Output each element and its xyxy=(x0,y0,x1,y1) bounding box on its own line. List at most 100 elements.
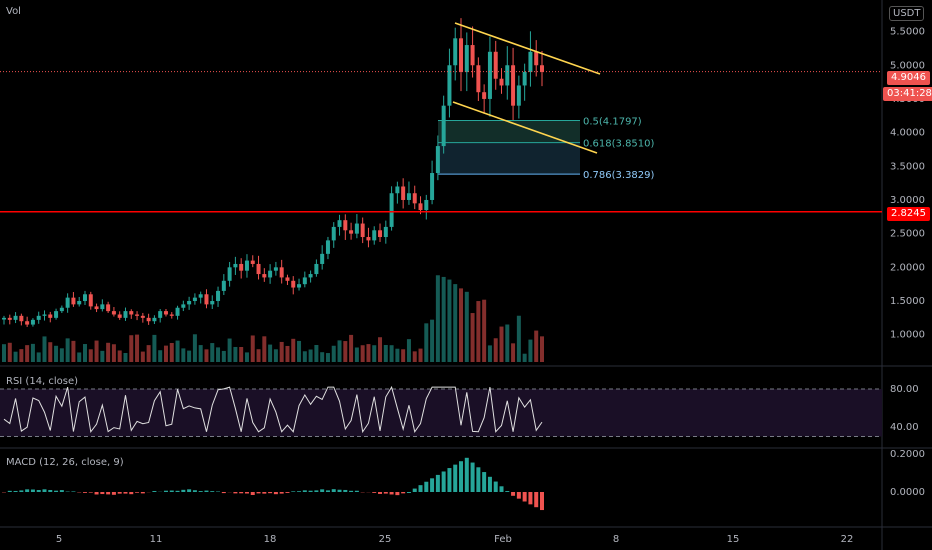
candle-body xyxy=(487,51,492,99)
macd-histogram-bar xyxy=(54,490,59,492)
macd-histogram-bar xyxy=(129,492,134,495)
candle-body xyxy=(505,65,510,86)
candle-body xyxy=(187,301,192,305)
rsi-tick-label: 40.00 xyxy=(890,422,919,433)
macd-histogram-bar xyxy=(401,492,406,494)
macd-histogram-bar xyxy=(499,486,504,492)
volume-bar xyxy=(88,349,93,362)
candle-body xyxy=(117,314,122,318)
volume-bar xyxy=(129,335,134,362)
volume-label: Vol xyxy=(6,6,21,17)
volume-bar xyxy=(360,345,365,362)
candle-body xyxy=(262,274,267,278)
candle-body xyxy=(308,274,313,278)
macd-histogram-bar xyxy=(175,490,180,492)
candle-body xyxy=(30,319,35,325)
macd-histogram-bar xyxy=(389,492,394,495)
countdown-tag: 03:41:28 xyxy=(883,87,932,101)
volume-bar xyxy=(511,343,516,362)
volume-bar xyxy=(441,276,446,362)
volume-bar xyxy=(192,334,197,362)
macd-histogram-bar xyxy=(395,492,400,496)
volume-bar xyxy=(198,345,203,362)
macd-histogram-bar xyxy=(505,491,510,492)
candle-body xyxy=(221,280,226,291)
volume-bar xyxy=(389,345,394,362)
candle-body xyxy=(493,51,498,79)
macd-histogram-bar xyxy=(325,490,330,492)
candle-body xyxy=(135,314,140,316)
candle-body xyxy=(227,267,232,281)
macd-histogram-bar xyxy=(297,491,302,492)
volume-bar xyxy=(337,340,342,362)
candle-body xyxy=(244,260,249,271)
macd-histogram-bar xyxy=(482,472,487,492)
macd-histogram-bar xyxy=(13,490,18,492)
macd-histogram-bar xyxy=(198,491,203,492)
volume-bar xyxy=(152,334,157,362)
candle-body xyxy=(366,237,371,241)
macd-histogram-bar xyxy=(453,464,458,492)
macd-histogram-bar xyxy=(187,489,192,492)
macd-histogram-bar xyxy=(331,489,336,492)
macd-histogram-bar xyxy=(244,492,249,494)
volume-bar xyxy=(349,334,354,362)
macd-histogram-bar xyxy=(418,485,423,492)
candle-body xyxy=(25,321,30,325)
candle-body xyxy=(389,193,394,227)
volume-bar xyxy=(447,279,452,362)
macd-histogram-bar xyxy=(140,492,145,494)
macd-histogram-bar xyxy=(528,492,533,505)
candle-body xyxy=(447,65,452,106)
volume-bar xyxy=(325,353,330,362)
volume-bar xyxy=(464,291,469,362)
volume-bar xyxy=(256,349,261,362)
macd-histogram-bar xyxy=(192,490,197,492)
volume-bar xyxy=(308,349,313,362)
macd-histogram-bar xyxy=(447,468,452,492)
macd-histogram-bar xyxy=(152,491,157,492)
time-tick-label: 22 xyxy=(841,534,854,545)
macd-histogram-bar xyxy=(48,489,53,492)
volume-bar xyxy=(482,299,487,362)
candle-body xyxy=(331,226,336,241)
macd-histogram-bar xyxy=(262,492,267,494)
price-tick-label: 3.5000 xyxy=(890,161,925,172)
candle-body xyxy=(395,186,400,194)
candle-body xyxy=(360,223,365,238)
macd-histogram-bar xyxy=(36,489,41,492)
candle-body xyxy=(325,240,330,254)
volume-bar xyxy=(406,339,411,362)
macd-histogram-bar xyxy=(516,492,521,499)
macd-histogram-bar xyxy=(540,492,544,511)
candle-body xyxy=(192,297,197,302)
volume-bar xyxy=(343,341,348,362)
price-tick-label: 1.5000 xyxy=(890,296,925,307)
volume-bar xyxy=(476,301,481,362)
volume-bar xyxy=(516,315,521,362)
volume-bar xyxy=(216,347,221,362)
volume-bar xyxy=(210,343,215,362)
currency-badge[interactable]: USDT xyxy=(889,6,925,21)
volume-bar xyxy=(140,351,145,362)
macd-histogram-bar xyxy=(268,492,273,494)
macd-histogram-bar xyxy=(250,492,255,496)
candle-body xyxy=(476,65,481,93)
macd-histogram-bar xyxy=(30,489,35,492)
macd-histogram-bar xyxy=(308,490,313,492)
candle-body xyxy=(210,301,215,305)
macd-histogram-bar xyxy=(430,478,435,492)
fib-zone-0.618 xyxy=(438,142,580,175)
candle-body xyxy=(297,284,302,288)
volume-bar xyxy=(135,334,140,362)
candle-body xyxy=(534,51,539,66)
candle-body xyxy=(349,230,354,234)
candle-body xyxy=(94,306,99,310)
volume-bar xyxy=(430,319,435,362)
volume-bar xyxy=(59,348,64,362)
candle-body xyxy=(36,315,41,320)
candle-body xyxy=(273,267,278,271)
candle-body xyxy=(343,220,348,231)
candle-body xyxy=(54,311,59,318)
